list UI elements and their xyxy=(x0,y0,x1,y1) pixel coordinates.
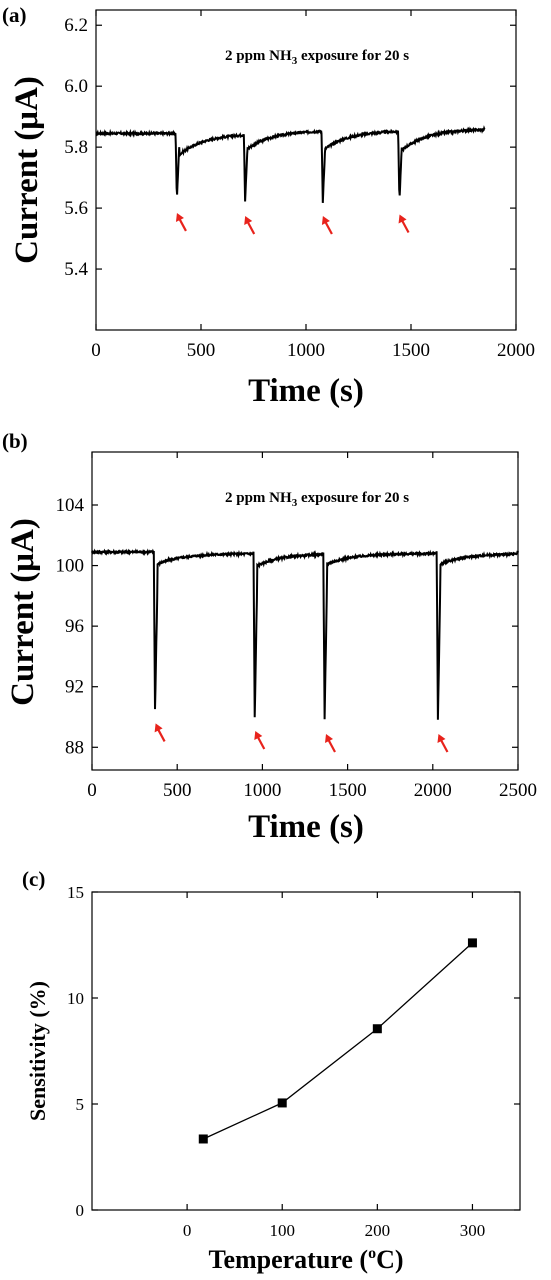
x-axis-label-a: Time (s) xyxy=(248,373,364,409)
y-tick-label: 88 xyxy=(65,737,84,758)
sensitivity-line xyxy=(203,942,473,1140)
panel-b: (b) 2 ppm NH3 exposure for 20 s Time (s)… xyxy=(0,420,551,850)
y-tick-label: 100 xyxy=(56,556,85,577)
exposure-arrow xyxy=(325,734,336,753)
y-tick-label: 6.2 xyxy=(64,15,88,36)
x-tick-label: 100 xyxy=(269,1221,295,1240)
x-tick-label: 1500 xyxy=(329,780,367,801)
x-axis-label-c: Temperature (oC) xyxy=(208,1245,403,1274)
x-tick-label: 0 xyxy=(87,780,97,801)
chart-c: (c) Temperature (oC) Sensitivity (%) 0 10… xyxy=(22,867,521,1274)
exposure-arrow xyxy=(398,214,410,233)
data-point-marker xyxy=(467,938,477,948)
data-point-marker xyxy=(277,1098,287,1108)
y-axis-label-c: Sensitivity (%) xyxy=(25,981,50,1121)
exposure-arrow xyxy=(437,734,449,753)
x-tick-label: 500 xyxy=(163,780,192,801)
plot-frame-b xyxy=(91,451,519,771)
x-tick-label: 2500 xyxy=(499,780,537,801)
y-tick-label: 92 xyxy=(65,677,84,698)
y-tick-label: 5 xyxy=(76,1095,85,1114)
annotation-a: 2 ppm NH3 exposure for 20 s xyxy=(225,48,409,67)
x-tick-label: 1000 xyxy=(287,340,325,361)
y-tick-label: 5.4 xyxy=(64,259,88,280)
y-axis-label-b: Current (μA) xyxy=(5,518,41,706)
y-axis-label-a: Current (μA) xyxy=(9,76,45,264)
chart-b: (b) 2 ppm NH3 exposure for 20 s Time (s)… xyxy=(2,429,537,845)
x-tick-label: 500 xyxy=(187,340,216,361)
x-tick-label: 200 xyxy=(365,1221,391,1240)
annotation-b: 2 ppm NH3 exposure for 20 s xyxy=(225,490,409,509)
panel-a: (a) 2 ppm NH3 exposure for 20 s Time (s)… xyxy=(0,0,551,420)
panel-label-c: (c) xyxy=(22,867,45,891)
y-tick-label: 0 xyxy=(76,1201,85,1220)
y-tick-label: 5.8 xyxy=(64,137,88,158)
data-point-marker xyxy=(198,1134,208,1144)
current-trace-line xyxy=(95,125,486,203)
x-tick-label: 1500 xyxy=(392,340,430,361)
panel-c: (c) Temperature (oC) Sensitivity (%) 0 10… xyxy=(0,850,551,1280)
exposure-arrow xyxy=(175,212,187,232)
y-tick-label: 96 xyxy=(65,616,84,637)
plot-frame-c xyxy=(91,891,521,1211)
x-tick-label: 1000 xyxy=(243,780,281,801)
x-tick-label: 0 xyxy=(91,340,101,361)
exposure-arrow xyxy=(154,723,166,742)
y-tick-label: 5.6 xyxy=(64,198,88,219)
y-tick-label: 104 xyxy=(56,495,85,516)
exposure-arrow xyxy=(254,731,266,750)
x-axis-label-b: Time (s) xyxy=(248,809,364,845)
y-tick-label: 15 xyxy=(67,883,84,902)
x-tick-label: 0 xyxy=(183,1221,192,1240)
data-point-marker xyxy=(372,1024,382,1034)
exposure-arrow xyxy=(244,216,256,235)
chart-a: (a) 2 ppm NH3 exposure for 20 s Time (s)… xyxy=(2,3,535,409)
x-tick-label: 2000 xyxy=(414,780,452,801)
y-tick-label: 6.0 xyxy=(64,76,88,97)
panel-label-b: (b) xyxy=(2,429,28,453)
x-tick-label: 300 xyxy=(460,1221,486,1240)
x-tick-label: 2000 xyxy=(497,340,535,361)
panel-label-a: (a) xyxy=(2,3,27,27)
exposure-arrow xyxy=(321,216,333,235)
current-trace-line xyxy=(91,548,519,720)
y-tick-label: 10 xyxy=(67,989,84,1008)
